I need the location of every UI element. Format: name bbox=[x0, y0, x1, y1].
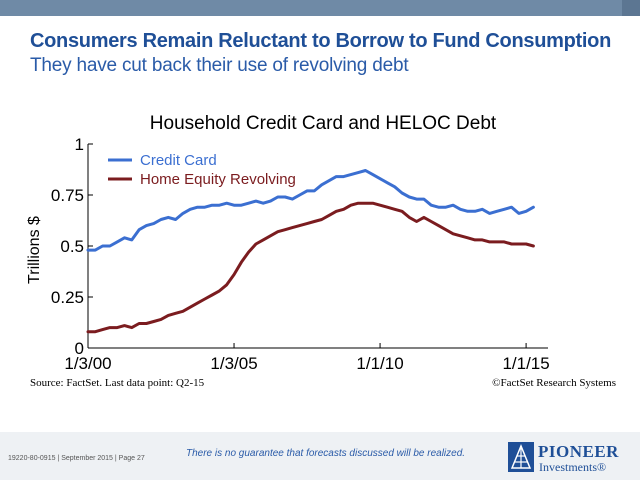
legend-label: Credit Card bbox=[140, 152, 217, 169]
x-tick-label: 1/1/10 bbox=[356, 354, 403, 373]
y-tick-label: 0 bbox=[75, 339, 84, 358]
y-tick-label: 0.5 bbox=[60, 237, 84, 256]
copyright-note: ©FactSet Research Systems bbox=[492, 377, 616, 389]
logo-tagline: Investments® bbox=[539, 460, 607, 474]
y-tick-label: 0.25 bbox=[51, 288, 84, 307]
page-info: 19220-80-0915 | September 2015 | Page 27 bbox=[8, 455, 145, 462]
logo-wordmark: PIONEER bbox=[538, 442, 619, 461]
slide-subhead: They have cut back their use of revolvin… bbox=[30, 55, 409, 76]
pioneer-logo-icon bbox=[508, 442, 534, 472]
slide-headline: Consumers Remain Reluctant to Borrow to … bbox=[30, 30, 611, 52]
disclaimer: There is no guarantee that forecasts dis… bbox=[186, 448, 466, 459]
series-line-credit-card bbox=[86, 169, 535, 252]
y-tick-label: 0.75 bbox=[51, 186, 84, 205]
top-band-accent bbox=[622, 0, 640, 16]
series-line-home-equity bbox=[86, 201, 535, 334]
x-tick-label: 1/1/15 bbox=[502, 354, 549, 373]
x-tick-label: 1/3/00 bbox=[64, 354, 111, 373]
legend-label: Home Equity Revolving bbox=[140, 171, 296, 188]
y-axis-label: Trillions $ bbox=[26, 216, 43, 284]
pioneer-logo: PIONEER Investments® bbox=[508, 440, 636, 476]
chart-title: Household Credit Card and HELOC Debt bbox=[150, 113, 497, 134]
line-chart: Household Credit Card and HELOC Debt 0 0.2… bbox=[26, 113, 550, 373]
source-note: Source: FactSet. Last data point: Q2-15 bbox=[30, 377, 205, 389]
x-tick-label: 1/3/05 bbox=[210, 354, 257, 373]
y-tick-label: 1 bbox=[75, 135, 84, 154]
top-band bbox=[0, 0, 640, 16]
